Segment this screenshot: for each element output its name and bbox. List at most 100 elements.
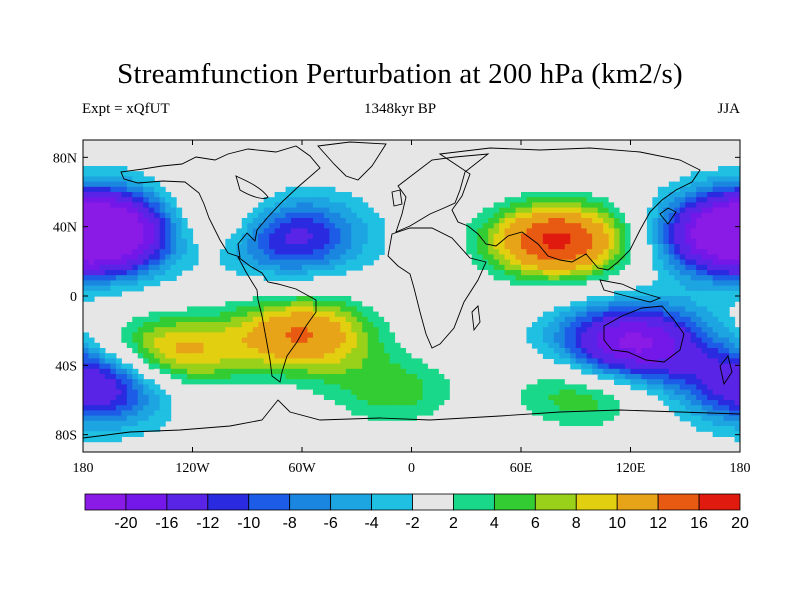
field-cell: [176, 322, 183, 328]
field-cell: [340, 379, 347, 385]
field-cell: [296, 400, 303, 406]
field-cell: [433, 348, 440, 354]
field-cell: [548, 280, 555, 287]
field-cell: [701, 363, 708, 370]
field-cell: [241, 332, 248, 339]
field-cell: [263, 275, 270, 281]
field-cell: [285, 218, 292, 224]
field-cell: [592, 337, 599, 344]
field-cell: [570, 270, 577, 276]
field-cell: [367, 306, 374, 313]
field-cell: [285, 316, 292, 323]
field-cell: [690, 306, 697, 313]
field-cell: [411, 384, 418, 391]
field-cell: [400, 400, 407, 406]
lon-tick-label: 120W: [175, 461, 210, 476]
field-cell: [395, 420, 402, 427]
field-cell: [165, 316, 172, 323]
field-cell: [537, 202, 544, 209]
field-cell: [679, 306, 686, 313]
field-cell: [652, 228, 659, 235]
field-cell: [646, 301, 653, 307]
field-cell: [663, 379, 670, 385]
field-cell: [329, 192, 336, 198]
field-cell: [526, 181, 533, 188]
field-cell: [373, 223, 380, 229]
field-cell: [723, 327, 730, 333]
field-cell: [625, 316, 632, 323]
field-cell: [614, 400, 621, 406]
field-cell: [263, 322, 270, 328]
field-cell: [581, 244, 588, 250]
field-cell: [701, 420, 708, 427]
field-cell: [329, 322, 336, 328]
field-cell: [531, 259, 539, 266]
field-cell: [663, 363, 670, 370]
field-cell: [389, 384, 396, 391]
field-cell: [630, 223, 637, 229]
field-cell: [668, 301, 675, 307]
field-cell: [734, 436, 740, 443]
field-cell: [269, 275, 276, 281]
field-cell: [230, 316, 237, 323]
field-cell: [559, 316, 566, 323]
field-cell: [197, 358, 205, 365]
field-cell: [400, 379, 407, 385]
field-cell: [734, 223, 740, 229]
field-cell: [302, 301, 309, 307]
field-cell: [197, 327, 205, 333]
field-cell: [165, 192, 172, 198]
field-cell: [318, 405, 325, 411]
field-cell: [334, 348, 341, 354]
field-cell: [269, 270, 276, 276]
field-cell: [187, 332, 194, 339]
field-cell: [581, 426, 588, 432]
field-cell: [619, 259, 626, 266]
field-cell: [302, 389, 309, 396]
field-cell: [499, 223, 506, 229]
field-cell: [214, 327, 221, 333]
field-cell: [214, 296, 221, 302]
field-cell: [723, 290, 730, 297]
field-cell: [159, 254, 166, 261]
field-cell: [181, 301, 188, 307]
field-cell: [729, 400, 736, 406]
field-cell: [323, 316, 330, 323]
field-cell: [521, 244, 528, 250]
field-cell: [471, 374, 478, 380]
field-cell: [701, 348, 708, 354]
field-cell: [641, 363, 648, 370]
field-cell: [154, 186, 161, 193]
field-cell: [707, 400, 714, 406]
field-cell: [274, 290, 281, 297]
field-cell: [247, 223, 254, 229]
field-cell: [542, 285, 549, 292]
field-cell: [515, 207, 522, 214]
field-cell: [586, 244, 593, 250]
field-cell: [581, 316, 588, 323]
field-cell: [521, 233, 528, 240]
field-cell: [718, 342, 725, 349]
field-cell: [148, 218, 155, 224]
field-cell: [93, 384, 101, 391]
field-cell: [630, 358, 637, 365]
field-cell: [526, 379, 533, 385]
field-cell: [110, 280, 117, 287]
field-cell: [323, 379, 330, 385]
field-cell: [685, 290, 692, 297]
field-cell: [581, 311, 588, 318]
field-cell: [668, 363, 675, 370]
field-cell: [137, 280, 144, 287]
field-cell: [526, 327, 533, 333]
field-cell: [241, 363, 248, 370]
field-cell: [460, 238, 467, 245]
field-cell: [477, 244, 484, 250]
field-cell: [586, 306, 593, 313]
field-cell: [329, 238, 336, 245]
field-cell: [455, 212, 462, 219]
field-cell: [236, 296, 243, 302]
field-cell: [734, 415, 740, 422]
field-cell: [302, 228, 309, 235]
field-cell: [657, 238, 664, 245]
field-cell: [88, 342, 95, 349]
